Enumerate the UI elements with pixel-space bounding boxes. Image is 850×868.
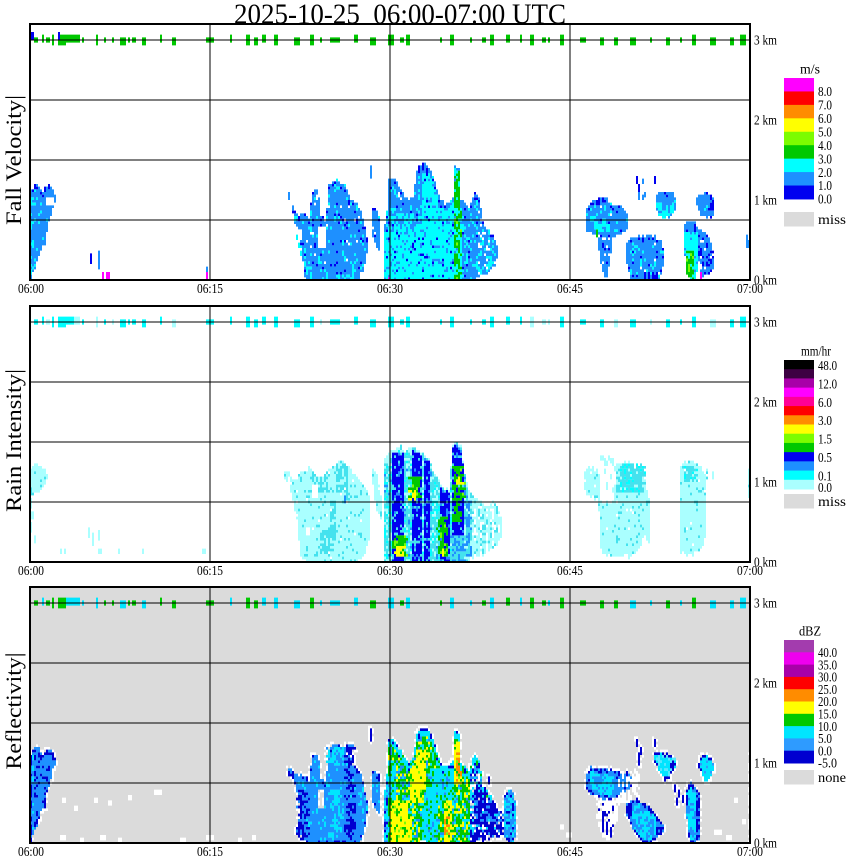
svg-text:5.0: 5.0 xyxy=(818,732,832,747)
svg-text:15.0: 15.0 xyxy=(818,708,837,723)
svg-text:m/s: m/s xyxy=(800,63,820,78)
svg-text:40.0: 40.0 xyxy=(818,646,837,661)
svg-text:6.0: 6.0 xyxy=(818,112,832,127)
svg-text:miss: miss xyxy=(818,213,846,228)
svg-text:06:45: 06:45 xyxy=(557,845,583,860)
svg-text:0 km: 0 km xyxy=(754,274,777,289)
svg-text:1.5: 1.5 xyxy=(818,433,832,448)
svg-text:7.0: 7.0 xyxy=(818,99,832,114)
svg-text:06:30: 06:30 xyxy=(377,564,403,579)
svg-text:2025-10-25 06:00-07:00 UTC: 2025-10-25 06:00-07:00 UTC xyxy=(234,0,566,31)
svg-text:25.0: 25.0 xyxy=(818,683,837,698)
svg-text:06:00: 06:00 xyxy=(18,282,44,297)
svg-text:06:15: 06:15 xyxy=(197,845,223,860)
svg-text:-5.0: -5.0 xyxy=(818,757,837,772)
svg-text:10.0: 10.0 xyxy=(818,720,837,735)
svg-text:3 km: 3 km xyxy=(754,316,777,331)
svg-text:2 km: 2 km xyxy=(754,396,777,411)
svg-text:48.0: 48.0 xyxy=(818,359,837,374)
svg-text:1 km: 1 km xyxy=(754,194,777,209)
svg-text:35.0: 35.0 xyxy=(818,658,837,673)
svg-text:0.0: 0.0 xyxy=(818,193,832,208)
svg-text:06:45: 06:45 xyxy=(557,564,583,579)
svg-text:3 km: 3 km xyxy=(754,34,777,49)
svg-text:3.0: 3.0 xyxy=(818,414,832,429)
svg-text:Rain Intensity|: Rain Intensity| xyxy=(1,369,26,512)
svg-text:3 km: 3 km xyxy=(754,597,777,612)
svg-text:4.0: 4.0 xyxy=(818,139,832,154)
svg-text:07:00: 07:00 xyxy=(737,845,763,860)
svg-text:0.0: 0.0 xyxy=(818,481,832,496)
svg-text:miss: miss xyxy=(818,495,846,510)
svg-text:06:15: 06:15 xyxy=(197,282,223,297)
svg-text:1.0: 1.0 xyxy=(818,179,832,194)
svg-text:06:00: 06:00 xyxy=(18,564,44,579)
svg-text:20.0: 20.0 xyxy=(818,695,837,710)
svg-text:1 km: 1 km xyxy=(754,476,777,491)
svg-text:mm/hr: mm/hr xyxy=(801,345,831,360)
svg-text:0.0: 0.0 xyxy=(818,744,832,759)
svg-text:none: none xyxy=(818,771,846,786)
svg-text:30.0: 30.0 xyxy=(818,671,837,686)
svg-text:2.0: 2.0 xyxy=(818,166,832,181)
svg-text:2 km: 2 km xyxy=(754,677,777,692)
svg-text:2 km: 2 km xyxy=(754,114,777,129)
svg-text:5.0: 5.0 xyxy=(818,125,832,140)
svg-text:6.0: 6.0 xyxy=(818,396,832,411)
svg-text:Fall Velocity|: Fall Velocity| xyxy=(1,95,26,225)
svg-text:8.0: 8.0 xyxy=(818,85,832,100)
svg-text:06:00: 06:00 xyxy=(18,845,44,860)
svg-text:3.0: 3.0 xyxy=(818,152,832,167)
svg-text:0 km: 0 km xyxy=(754,556,777,571)
svg-text:1 km: 1 km xyxy=(754,757,777,772)
svg-text:0 km: 0 km xyxy=(754,837,777,852)
svg-text:06:15: 06:15 xyxy=(197,564,223,579)
svg-text:Reflectivity|: Reflectivity| xyxy=(1,653,26,770)
svg-text:06:45: 06:45 xyxy=(557,282,583,297)
svg-text:06:30: 06:30 xyxy=(377,282,403,297)
svg-text:07:00: 07:00 xyxy=(737,564,763,579)
svg-text:12.0: 12.0 xyxy=(818,377,837,392)
svg-text:0.1: 0.1 xyxy=(818,469,832,484)
svg-text:dBZ: dBZ xyxy=(799,625,821,640)
svg-text:06:30: 06:30 xyxy=(377,845,403,860)
svg-text:0.5: 0.5 xyxy=(818,451,832,466)
svg-text:07:00: 07:00 xyxy=(737,282,763,297)
